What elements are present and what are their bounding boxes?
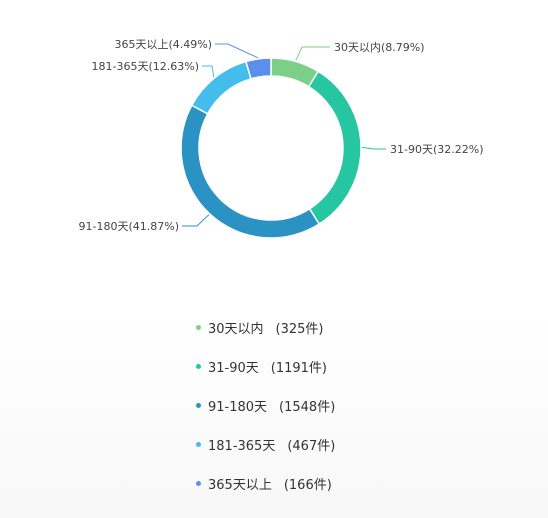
legend-label: 91-180天	[208, 400, 268, 415]
legend-item[interactable]: 31-90天 (1191件)	[196, 347, 456, 386]
legend-dot-icon	[196, 364, 201, 369]
legend-count: (325件)	[275, 322, 324, 337]
slice-percent-label: 91-180天(41.87%)	[79, 220, 180, 233]
legend-count: (1191件)	[270, 361, 328, 376]
legend-item[interactable]: 365天以上 (166件)	[196, 464, 456, 503]
legend-count: (166件)	[283, 478, 332, 493]
legend-label: 181-365天	[208, 439, 276, 454]
legend-label: 365天以上	[208, 478, 272, 493]
label-leader-line	[215, 43, 259, 59]
legend-count: (1548件)	[279, 400, 336, 415]
donut-chart: 30天以内(8.79%) 31-90天(32.22%) 91-180天(41.87%…	[79, 38, 484, 239]
legend-dot-icon	[196, 481, 201, 486]
legend-dot-icon	[196, 442, 201, 447]
donut-slice[interactable]	[190, 60, 252, 115]
donut-slice[interactable]	[180, 104, 321, 239]
slice-percent-label: 365天以上(4.49%)	[114, 38, 212, 51]
legend-item[interactable]: 30天以内 (325件)	[196, 308, 456, 347]
label-leader-line	[202, 65, 215, 78]
legend-dot-icon	[196, 325, 201, 330]
chart-legend: 30天以内 (325件) 31-90天 (1191件) 91-180天 (1548件) 18…	[196, 308, 456, 503]
legend-item[interactable]: 91-180天 (1548件)	[196, 386, 456, 425]
donut-slice[interactable]	[245, 57, 272, 80]
slice-percent-label: 31-90天(32.22%)	[390, 143, 484, 156]
legend-item[interactable]: 181-365天 (467件)	[196, 425, 456, 464]
legend-count: (467件)	[287, 439, 336, 454]
label-leader-line	[182, 214, 210, 227]
legend-label: 31-90天	[208, 361, 259, 376]
donut-slice[interactable]	[307, 70, 362, 226]
label-leader-line	[295, 46, 330, 61]
legend-dot-icon	[196, 403, 201, 408]
slice-percent-label: 30天以内(8.79%)	[334, 40, 425, 54]
label-leader-line	[361, 146, 386, 150]
legend-label: 30天以内	[208, 322, 264, 337]
slice-percent-label: 181-365天(12.63%)	[92, 60, 200, 73]
